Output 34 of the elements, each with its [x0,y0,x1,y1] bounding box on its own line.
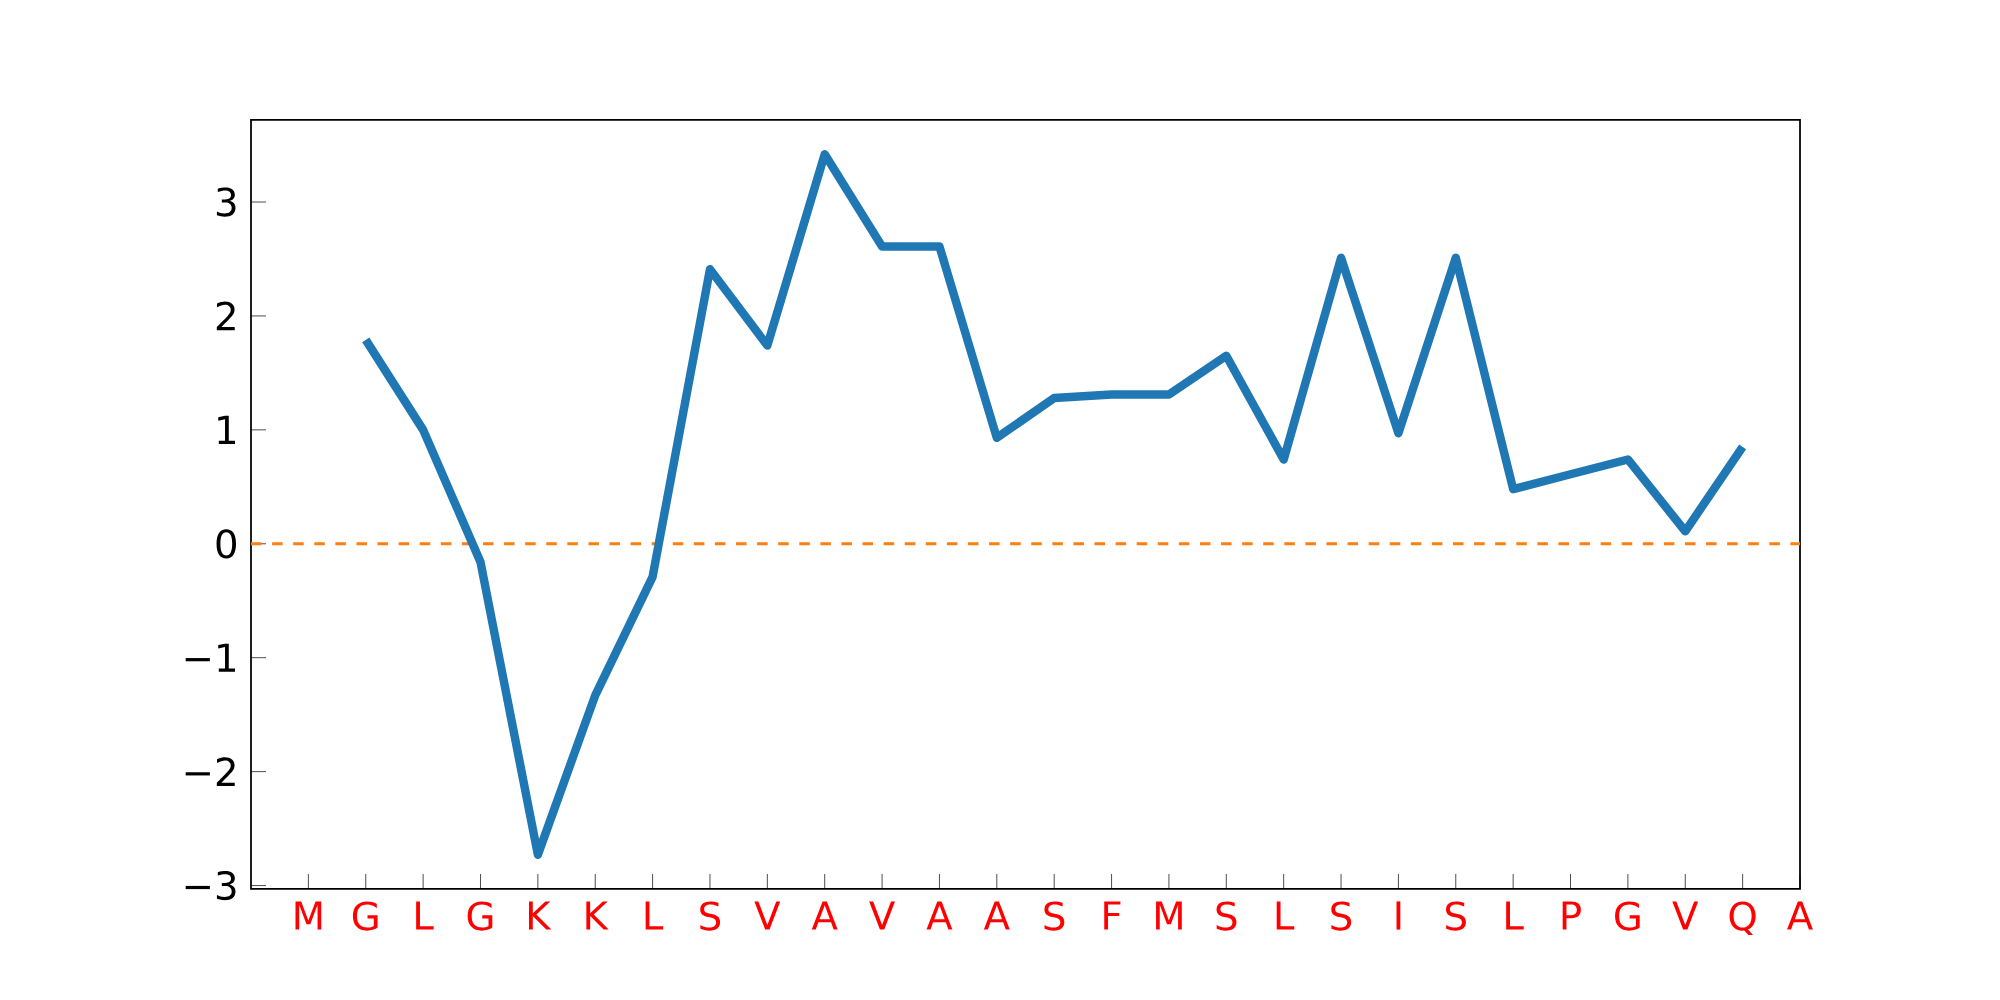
y-tick-label: 2 [216,301,235,331]
x-tick-label: L [645,901,664,930]
x-tick-label: G [1615,901,1640,931]
x-tick-label: M [1156,901,1182,930]
x-tick-label: K [586,901,609,930]
x-tick-label: S [700,901,721,931]
x-tick-label: L [416,901,434,930]
x-tick-label: Q [1729,901,1756,936]
x-tick-label: A [926,901,953,930]
x-tick-label: G [352,901,378,931]
x-tick-label: A [811,901,838,930]
y-tick-label: −2 [185,757,235,786]
x-tick-label: M [295,901,322,930]
x-tick-label: I [1396,901,1401,930]
y-tick-label: 0 [216,529,236,559]
x-tick-label: L [1506,901,1524,930]
x-tick-label: V [869,901,895,930]
y-tick-label: −3 [185,870,236,901]
x-tick-label: A [1787,901,1813,930]
x-tick-label: A [983,901,1010,930]
y-tick-label: 3 [216,187,236,217]
x-tick-label: S [1216,901,1237,931]
x-tick-label: F [1104,901,1121,930]
x-tick-label: S [1331,901,1352,931]
y-tick-label: −1 [185,643,235,672]
x-tick-label: S [1044,901,1065,931]
y-tick-label: 1 [218,415,235,444]
x-tick-label: V [1672,901,1699,930]
x-tick-label: L [1276,901,1295,930]
x-tick-label: S [1446,901,1466,931]
x-tick-label: G [467,901,493,931]
x-tick-label: V [754,901,781,930]
x-tick-label: P [1562,901,1581,930]
x-tick-label: K [528,901,552,930]
